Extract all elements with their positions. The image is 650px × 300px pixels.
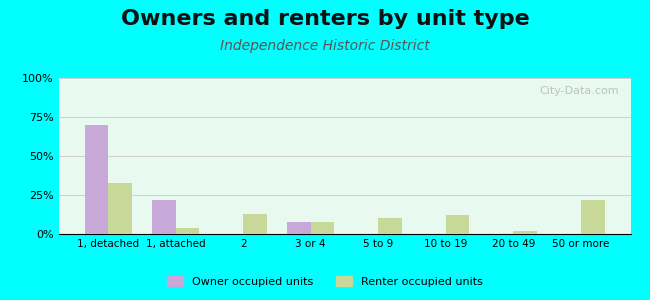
Bar	[243, 214, 267, 234]
Bar	[108, 182, 132, 234]
Text: Independence Historic District: Independence Historic District	[220, 39, 430, 53]
Bar	[581, 200, 604, 234]
Text: Owners and renters by unit type: Owners and renters by unit type	[121, 9, 529, 29]
Legend: Owner occupied units, Renter occupied units: Owner occupied units, Renter occupied un…	[162, 272, 488, 291]
Bar	[287, 221, 311, 234]
Bar	[446, 215, 469, 234]
Bar	[311, 221, 334, 234]
Text: City-Data.com: City-Data.com	[540, 86, 619, 96]
Bar	[84, 125, 108, 234]
Bar	[378, 218, 402, 234]
Bar	[152, 200, 176, 234]
Bar	[176, 228, 200, 234]
Bar	[514, 231, 537, 234]
